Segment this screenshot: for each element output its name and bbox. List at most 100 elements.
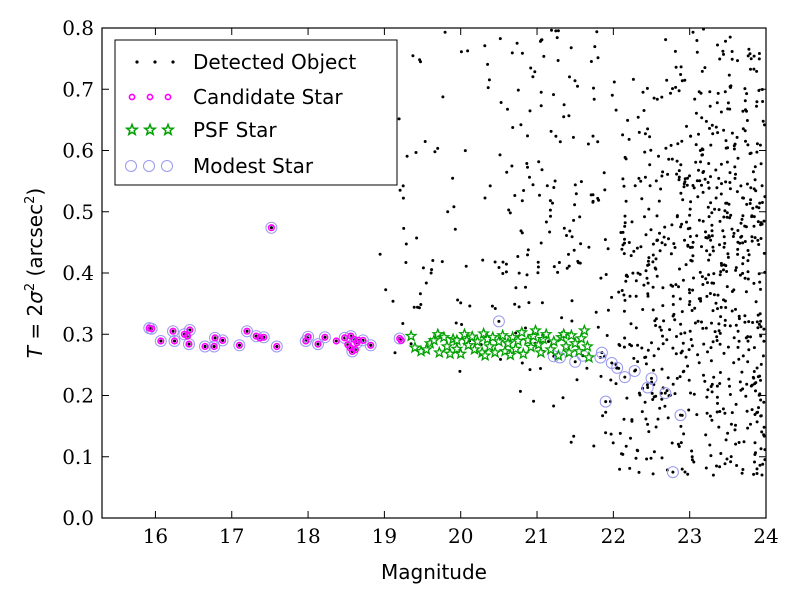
detected-object-point <box>671 314 675 318</box>
detected-object-point <box>690 344 694 348</box>
detected-object-point <box>637 391 641 395</box>
detected-object-point <box>518 389 522 393</box>
candidate-star-points <box>145 224 405 356</box>
detected-object-point <box>713 207 717 211</box>
detected-object-point <box>323 335 327 339</box>
detected-object-point <box>634 279 638 283</box>
detected-object-point <box>701 190 705 194</box>
detected-object-point <box>623 214 627 218</box>
modest-star-point <box>393 332 406 345</box>
detected-object-point <box>640 197 644 201</box>
detected-object-point <box>708 90 712 94</box>
detected-object-point <box>749 198 753 202</box>
detected-object-point <box>677 445 681 448</box>
candidate-star-point <box>252 332 260 340</box>
detected-object-point <box>419 303 423 306</box>
detected-object-point <box>621 133 625 137</box>
detected-object-point <box>567 252 570 256</box>
detected-object-point <box>646 263 650 267</box>
detected-object-point <box>736 229 740 232</box>
detected-object-point <box>643 400 647 404</box>
plot-frame <box>101 27 767 519</box>
detected-object-point <box>708 292 712 295</box>
detected-object-point <box>757 322 761 326</box>
detected-object-point <box>755 467 759 471</box>
candidate-star-point <box>341 334 349 342</box>
detected-object-point <box>645 457 649 461</box>
detected-object-point <box>690 449 694 453</box>
detected-object-point <box>683 78 687 82</box>
detected-object-point <box>700 116 704 120</box>
detected-object-point <box>724 201 728 205</box>
detected-object-point <box>759 362 763 366</box>
detected-object-point <box>719 452 723 455</box>
detected-object-point <box>759 334 763 338</box>
detected-object-point <box>539 90 543 94</box>
detected-object-point <box>641 90 645 94</box>
detected-object-point <box>629 322 633 326</box>
detected-object-point <box>621 230 625 234</box>
detected-object-point <box>689 134 693 138</box>
psf-star-point <box>503 348 517 361</box>
detected-object-point <box>755 420 759 424</box>
detected-object-point <box>674 352 678 356</box>
detected-object-point <box>691 30 695 34</box>
detected-object-point <box>737 317 741 321</box>
detected-object-point <box>681 278 685 282</box>
detected-object-point <box>661 334 664 338</box>
detected-object-point <box>738 380 742 384</box>
detected-object-point <box>743 87 747 91</box>
detected-object-point <box>275 345 279 348</box>
detected-object-point <box>528 175 531 179</box>
detected-object-point <box>706 388 710 392</box>
detected-object-point <box>751 375 755 379</box>
detected-object-point <box>658 406 662 410</box>
detected-object-point <box>718 342 722 346</box>
detected-object-point <box>532 399 536 403</box>
detected-object-point <box>747 253 751 257</box>
detected-object-point <box>526 253 529 257</box>
detected-object-point <box>504 270 508 274</box>
detected-object-point <box>504 262 508 266</box>
detected-object-point <box>755 142 759 146</box>
detected-object-point <box>453 227 457 231</box>
detected-object-point <box>212 345 216 348</box>
candidate-star-point <box>367 341 375 349</box>
detected-object-point <box>203 345 207 348</box>
detected-object-point <box>674 65 678 69</box>
detected-object-point <box>531 183 535 187</box>
detected-object-point <box>752 215 756 219</box>
detected-object-point <box>741 109 745 113</box>
detected-object-point <box>606 308 610 312</box>
detected-object-point <box>567 114 571 118</box>
candidate-star-point <box>148 325 156 333</box>
detected-object-point <box>752 67 756 71</box>
candidate-star-point <box>260 333 268 341</box>
detected-object-point <box>679 191 683 195</box>
detected-object-point <box>648 184 652 188</box>
detected-object-point <box>715 339 719 342</box>
detected-object-point <box>671 470 675 474</box>
detected-object-point <box>604 410 608 414</box>
detected-object-point <box>661 304 665 308</box>
detected-object-point <box>585 366 589 370</box>
detected-object-point <box>699 160 702 164</box>
detected-object-point <box>748 202 752 205</box>
detected-object-point <box>520 361 524 365</box>
detected-object-point <box>618 467 622 471</box>
detected-object-point <box>369 343 373 347</box>
detected-object-point <box>703 66 707 70</box>
detected-object-point <box>740 217 744 221</box>
detected-object-point <box>745 182 749 186</box>
detected-object-point <box>659 328 663 332</box>
detected-object-point <box>749 422 752 426</box>
detected-object-point <box>732 288 736 292</box>
detected-object-point <box>721 407 725 411</box>
modest-star-point <box>659 387 672 400</box>
detected-object-point <box>677 285 680 289</box>
detected-object-point <box>710 321 713 325</box>
detected-object-point <box>441 95 445 99</box>
detected-object-point <box>704 466 708 470</box>
detected-object-point <box>681 341 685 345</box>
detected-object-point <box>651 472 655 476</box>
